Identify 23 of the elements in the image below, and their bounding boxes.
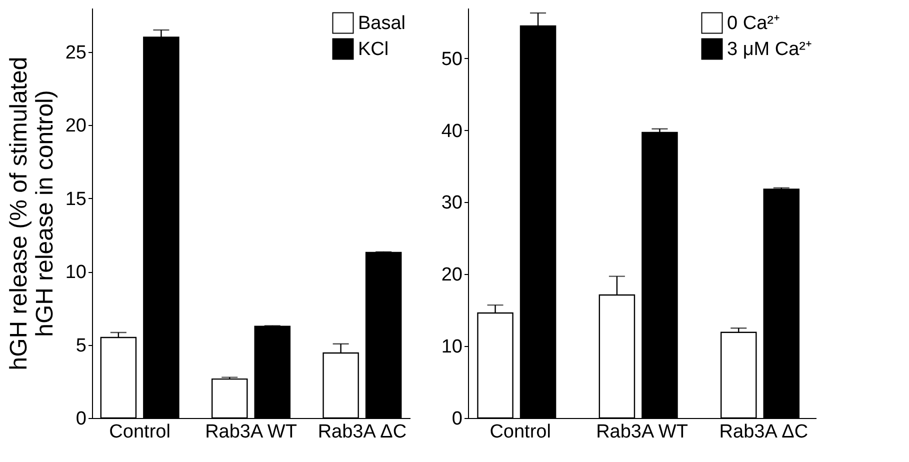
y-tick-label: 10 [65,262,86,284]
legend-label: Basal [358,13,406,34]
y-tick-label: 20 [65,116,86,137]
y-tick-label: 0 [76,408,86,430]
x-tick-label: Rab3A WT [596,422,688,442]
x-tick-label: Rab3A WT [205,422,298,442]
y-tick-label: 15 [65,188,86,210]
y-tick-label: 0 [452,408,462,430]
x-tick-label: Control [109,422,170,442]
y-tick-label: 5 [76,335,86,356]
y-tick-label: 10 [441,336,462,358]
x-tick-label: Control [490,422,551,442]
y-tick-label: 25 [65,42,86,64]
y-tick-label: 30 [441,192,462,214]
y-tick-label: 40 [441,120,462,142]
x-tick-label: Rab3A ΔC [318,422,407,442]
legend-label: 0 Ca²⁺ [727,13,780,34]
x-tick-label: Rab3A ΔC [719,422,808,442]
y-tick-label: 20 [441,264,462,286]
y-axis-title: hGH release (% of stimulated hGH release in control) [5,56,58,370]
legend-label: 3 μM Ca²⁺ [727,39,812,60]
legend-label: KCl [358,39,389,60]
y-tick-label: 50 [441,48,462,70]
